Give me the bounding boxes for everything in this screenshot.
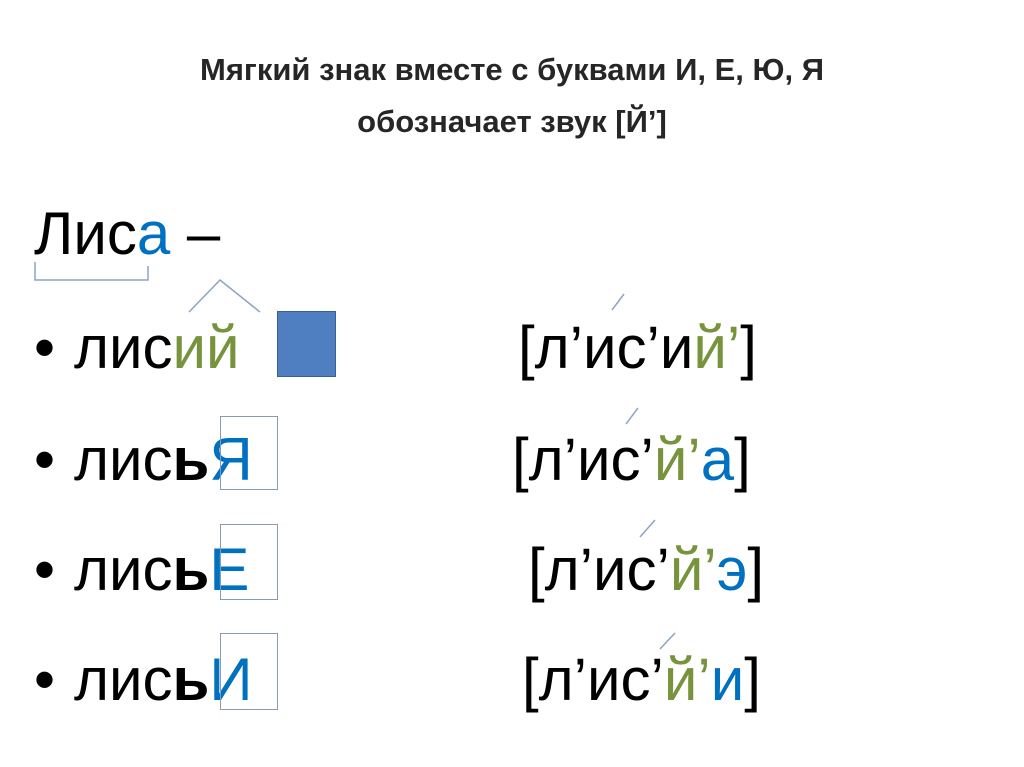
text-segment: ] [747,536,765,603]
text-segment: И [209,646,253,713]
text-segment: лис [74,646,173,713]
heading-word: Лиса – [34,204,220,264]
text-segment: ь [172,646,210,713]
transcription: [л’ис’й’и] [522,650,761,710]
text-segment: й’ [653,426,701,493]
text-segment: й’ [669,536,717,603]
root-bracket-mark [34,262,149,281]
text-segment: ь [172,536,210,603]
text-segment: ] [734,426,751,493]
bullet: • [34,314,56,381]
stress-mark [639,519,656,538]
text-segment: ] [744,646,761,713]
word: лисьЯ [74,430,253,490]
transcription: [л’ис’й’а] [512,430,751,490]
letter-box-i [220,633,278,710]
word: лисьИ [74,650,253,710]
text-segment: [л’ис’ [512,426,654,493]
text-segment: э [716,536,748,603]
word: лисий [74,318,240,378]
letter-box-ya [220,416,278,490]
text-segment: лис [74,536,173,603]
text-segment: ] [740,314,757,381]
text-segment: лис [74,314,173,381]
text-segment: а [136,200,171,267]
text-segment: ь [172,426,210,493]
text-segment: Е [209,536,250,603]
text-segment: а [700,426,735,493]
text-segment: й’ [663,646,711,713]
text-segment: [л’ис’ [528,536,670,603]
stress-mark [611,293,625,311]
sound-square-icon [277,311,336,377]
transcription: [л’ис’й’э] [528,540,764,600]
text-segment: Лис [34,200,137,267]
bullet: • [34,536,56,603]
transcription: [л’ис’ий’] [518,318,757,378]
stress-mark [625,407,639,425]
slide-title-line-2: обозначает звук [Й’] [357,104,667,139]
text-segment: – [170,200,221,267]
bullet: • [34,426,56,493]
stress-mark [659,632,676,650]
text-segment: ий [172,314,240,381]
word: лисьЕ [74,540,249,600]
suffix-arc-mark [188,278,261,313]
text-segment: [л’ис’и [518,314,694,381]
bullet: • [34,646,56,713]
text-segment: [л’ис’ [522,646,664,713]
text-segment: лис [74,426,173,493]
text-segment: Я [209,426,253,493]
slide-title-line-1: Мягкий знак вместе с буквами И, Е, Ю, Я [200,52,824,87]
letter-box-e [220,524,278,600]
text-segment: й’ [693,314,741,381]
text-segment: и [710,646,745,713]
